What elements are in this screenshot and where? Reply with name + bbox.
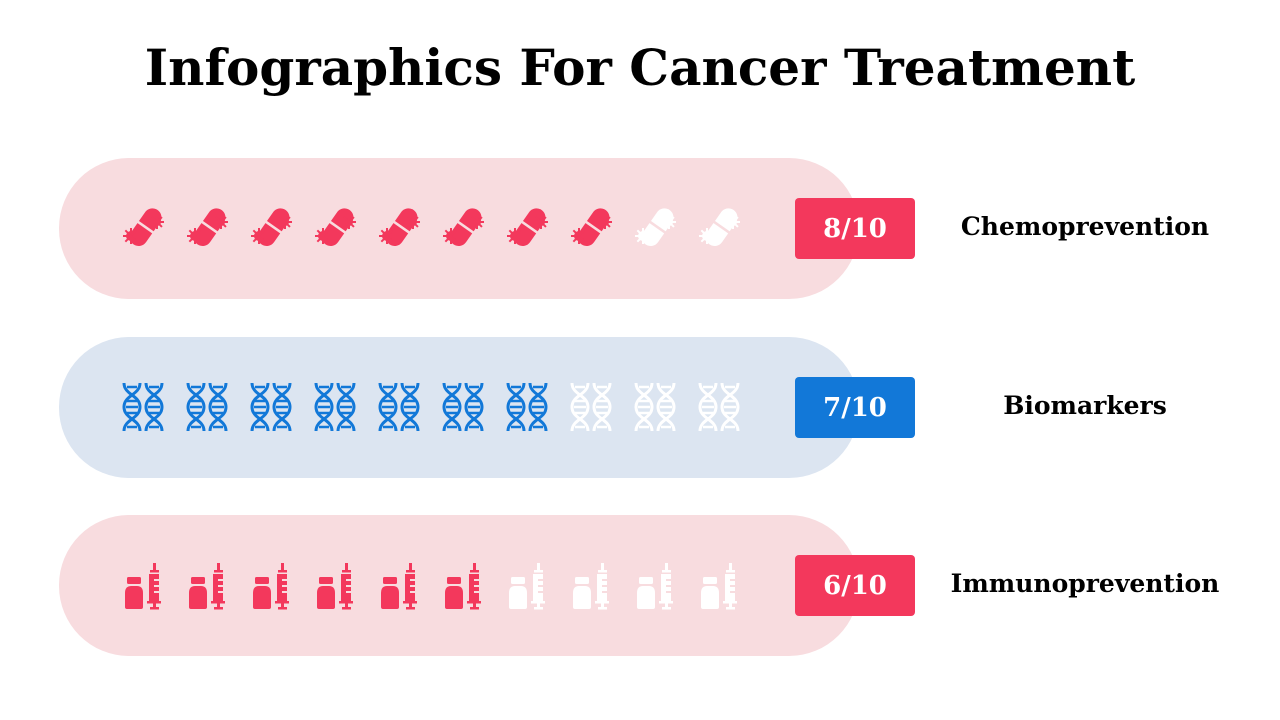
pill-virus-icon [249, 200, 293, 256]
vaccine-syringe-icon [633, 557, 677, 613]
vaccine-syringe-icon [185, 557, 229, 613]
pill-virus-icon [697, 200, 741, 256]
pill-virus-icon [633, 200, 677, 256]
vaccine-syringe-icon [377, 557, 421, 613]
dna-icon [121, 379, 165, 435]
vaccine-syringe-icon [441, 557, 485, 613]
vaccine-syringe-icon [313, 557, 357, 613]
pill-virus-icon [377, 200, 421, 256]
dna-icon [697, 379, 741, 435]
pill-virus-icon [441, 200, 485, 256]
icon-rating [121, 557, 741, 613]
vaccine-syringe-icon [697, 557, 741, 613]
row-immunoprevention: 6/10 [59, 515, 915, 656]
pill-virus-icon [121, 200, 165, 256]
row-biomarkers: 7/10 [59, 337, 915, 478]
page-title: Infographics For Cancer Treatment [144, 38, 1136, 97]
vaccine-syringe-icon [249, 557, 293, 613]
pill-virus-icon [313, 200, 357, 256]
row-chemoprevention: 8/10 [59, 158, 915, 299]
row-label-immunoprevention: Immunoprevention [950, 569, 1220, 598]
pill-virus-icon [569, 200, 613, 256]
dna-icon [185, 379, 229, 435]
row-label-biomarkers: Biomarkers [1003, 391, 1167, 420]
icon-rating [121, 200, 741, 256]
row-label-chemoprevention: Chemoprevention [960, 212, 1210, 241]
score-badge: 7/10 [795, 377, 915, 438]
dna-icon [505, 379, 549, 435]
score-badge: 8/10 [795, 198, 915, 259]
score-badge: 6/10 [795, 555, 915, 616]
dna-icon [249, 379, 293, 435]
vaccine-syringe-icon [569, 557, 613, 613]
icon-rating [121, 379, 741, 435]
pill-virus-icon [505, 200, 549, 256]
vaccine-syringe-icon [505, 557, 549, 613]
vaccine-syringe-icon [121, 557, 165, 613]
dna-icon [441, 379, 485, 435]
dna-icon [313, 379, 357, 435]
dna-icon [569, 379, 613, 435]
pill-virus-icon [185, 200, 229, 256]
dna-icon [633, 379, 677, 435]
dna-icon [377, 379, 421, 435]
